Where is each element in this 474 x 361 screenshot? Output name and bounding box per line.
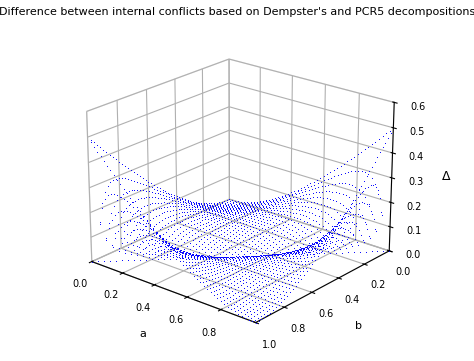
X-axis label: a: a [139,329,146,339]
Y-axis label: b: b [355,321,362,331]
Title: Difference between internal conflicts based on Dempster's and PCR5 decomposition: Difference between internal conflicts ba… [0,7,474,17]
